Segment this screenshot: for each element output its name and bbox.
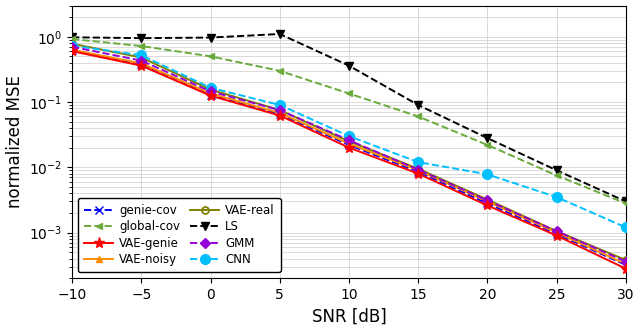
CNN: [483, 172, 491, 176]
global-cov: [483, 143, 491, 147]
VAE-noisy: [622, 262, 630, 266]
GMM: [483, 199, 491, 203]
VAE-genie: [622, 267, 630, 271]
VAE-real: [622, 258, 630, 262]
GMM: [276, 108, 284, 112]
GMM: [68, 45, 76, 49]
genie-cov: [345, 143, 353, 147]
LS: [207, 35, 214, 39]
CNN: [138, 53, 145, 57]
VAE-noisy: [345, 142, 353, 146]
VAE-real: [207, 88, 214, 92]
VAE-genie: [68, 49, 76, 53]
VAE-real: [553, 229, 561, 233]
LS: [276, 32, 284, 36]
genie-cov: [414, 170, 422, 174]
genie-cov: [483, 201, 491, 205]
global-cov: [138, 44, 145, 48]
VAE-noisy: [138, 62, 145, 66]
global-cov: [207, 54, 214, 58]
genie-cov: [68, 48, 76, 52]
CNN: [622, 225, 630, 229]
genie-cov: [138, 62, 145, 66]
LS: [483, 136, 491, 140]
CNN: [553, 195, 561, 199]
CNN: [68, 44, 76, 48]
VAE-real: [414, 167, 422, 171]
LS: [553, 168, 561, 172]
VAE-real: [345, 139, 353, 143]
genie-cov: [207, 93, 214, 97]
Line: CNN: CNN: [67, 41, 630, 232]
genie-cov: [276, 112, 284, 116]
Y-axis label: normalized MSE: normalized MSE: [6, 75, 24, 208]
LS: [345, 64, 353, 68]
X-axis label: SNR [dB]: SNR [dB]: [312, 307, 387, 325]
CNN: [207, 86, 214, 90]
CNN: [345, 134, 353, 138]
VAE-noisy: [68, 48, 76, 52]
genie-cov: [622, 263, 630, 267]
VAE-real: [483, 198, 491, 202]
CNN: [276, 103, 284, 107]
Line: VAE-genie: VAE-genie: [67, 46, 631, 274]
VAE-noisy: [414, 168, 422, 172]
LS: [138, 36, 145, 40]
Line: global-cov: global-cov: [68, 36, 629, 207]
VAE-genie: [553, 234, 561, 238]
Line: VAE-noisy: VAE-noisy: [68, 46, 629, 267]
VAE-genie: [414, 171, 422, 175]
GMM: [414, 167, 422, 171]
global-cov: [68, 37, 76, 41]
VAE-real: [276, 108, 284, 112]
global-cov: [276, 69, 284, 73]
genie-cov: [553, 232, 561, 236]
VAE-noisy: [483, 199, 491, 203]
GMM: [207, 89, 214, 93]
VAE-real: [68, 42, 76, 46]
VAE-genie: [138, 64, 145, 68]
LS: [414, 103, 422, 107]
GMM: [622, 260, 630, 263]
VAE-real: [138, 56, 145, 60]
LS: [622, 199, 630, 203]
global-cov: [553, 173, 561, 177]
VAE-genie: [276, 114, 284, 118]
GMM: [553, 229, 561, 233]
global-cov: [414, 115, 422, 118]
Line: genie-cov: genie-cov: [68, 46, 630, 269]
GMM: [345, 138, 353, 142]
VAE-genie: [345, 146, 353, 150]
Line: VAE-real: VAE-real: [68, 40, 629, 263]
VAE-noisy: [553, 231, 561, 235]
GMM: [138, 59, 145, 63]
VAE-genie: [483, 204, 491, 208]
global-cov: [622, 201, 630, 205]
LS: [68, 35, 76, 39]
VAE-genie: [207, 94, 214, 98]
VAE-noisy: [207, 91, 214, 95]
CNN: [414, 160, 422, 164]
VAE-noisy: [276, 111, 284, 115]
Line: LS: LS: [68, 30, 630, 206]
Line: GMM: GMM: [68, 43, 629, 265]
global-cov: [345, 91, 353, 95]
Legend: genie-cov, global-cov, VAE-genie, VAE-noisy, VAE-real, LS, GMM, CNN: genie-cov, global-cov, VAE-genie, VAE-no…: [78, 198, 281, 272]
